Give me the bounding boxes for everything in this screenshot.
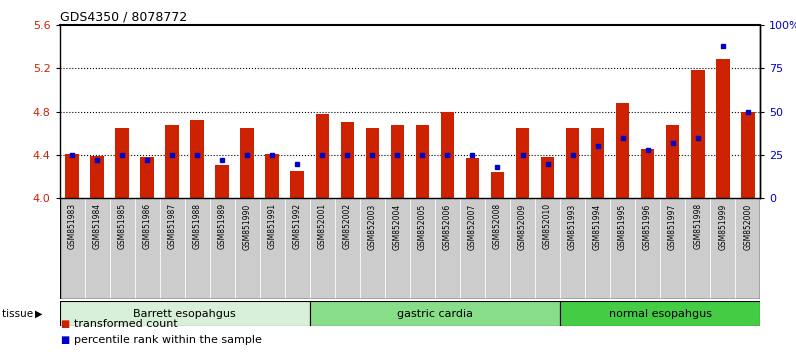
Text: GSM851999: GSM851999 bbox=[718, 203, 728, 250]
Bar bbox=[84, 198, 110, 299]
Bar bbox=[641, 149, 654, 198]
Bar bbox=[60, 301, 310, 326]
Text: GSM852009: GSM852009 bbox=[518, 203, 527, 250]
Bar bbox=[591, 128, 604, 198]
Bar bbox=[490, 172, 505, 198]
Bar bbox=[259, 198, 285, 299]
Text: Barrett esopahgus: Barrett esopahgus bbox=[134, 309, 236, 319]
Text: GSM852007: GSM852007 bbox=[468, 203, 477, 250]
Text: GSM851990: GSM851990 bbox=[243, 203, 252, 250]
Bar bbox=[315, 114, 330, 198]
Bar bbox=[115, 128, 129, 198]
Bar bbox=[460, 198, 485, 299]
Bar bbox=[140, 157, 154, 198]
Bar bbox=[665, 125, 680, 198]
Text: GSM851983: GSM851983 bbox=[68, 203, 76, 250]
Text: gastric cardia: gastric cardia bbox=[397, 309, 473, 319]
Bar bbox=[335, 198, 360, 299]
Text: ■: ■ bbox=[60, 319, 69, 329]
Text: GSM851987: GSM851987 bbox=[168, 203, 177, 250]
Bar bbox=[485, 198, 510, 299]
Bar bbox=[736, 198, 760, 299]
Text: GSM852005: GSM852005 bbox=[418, 203, 427, 250]
Text: ■: ■ bbox=[60, 335, 69, 345]
Text: GSM852006: GSM852006 bbox=[443, 203, 452, 250]
Text: GSM851994: GSM851994 bbox=[593, 203, 602, 250]
Text: GSM851997: GSM851997 bbox=[668, 203, 677, 250]
Bar bbox=[615, 103, 630, 198]
Text: normal esopahgus: normal esopahgus bbox=[609, 309, 712, 319]
Bar bbox=[741, 112, 755, 198]
Bar bbox=[466, 158, 479, 198]
Text: GSM851995: GSM851995 bbox=[618, 203, 627, 250]
Bar bbox=[160, 198, 185, 299]
Bar bbox=[535, 198, 560, 299]
Text: GSM851988: GSM851988 bbox=[193, 203, 202, 249]
Bar bbox=[435, 198, 460, 299]
Bar bbox=[440, 112, 455, 198]
Bar bbox=[510, 198, 535, 299]
Bar bbox=[410, 198, 435, 299]
Text: percentile rank within the sample: percentile rank within the sample bbox=[74, 335, 262, 345]
Text: transformed count: transformed count bbox=[74, 319, 178, 329]
Text: GSM852003: GSM852003 bbox=[368, 203, 377, 250]
Bar bbox=[210, 198, 235, 299]
Text: GSM851984: GSM851984 bbox=[92, 203, 102, 250]
Bar bbox=[360, 198, 385, 299]
Bar bbox=[110, 198, 135, 299]
Bar bbox=[135, 198, 160, 299]
Bar bbox=[610, 198, 635, 299]
Text: GSM852002: GSM852002 bbox=[343, 203, 352, 250]
Bar bbox=[216, 165, 229, 198]
Bar bbox=[710, 198, 736, 299]
Text: ▶: ▶ bbox=[35, 309, 42, 319]
Bar bbox=[185, 198, 210, 299]
Bar bbox=[635, 198, 660, 299]
Bar bbox=[291, 171, 304, 198]
Bar bbox=[365, 128, 379, 198]
Bar bbox=[566, 128, 579, 198]
Bar bbox=[310, 198, 335, 299]
Text: GSM851991: GSM851991 bbox=[267, 203, 277, 250]
Text: GSM851998: GSM851998 bbox=[693, 203, 702, 250]
Bar bbox=[190, 120, 204, 198]
Text: GDS4350 / 8078772: GDS4350 / 8078772 bbox=[60, 11, 187, 24]
Text: GSM851989: GSM851989 bbox=[218, 203, 227, 250]
Bar bbox=[341, 122, 354, 198]
Bar bbox=[416, 125, 429, 198]
Text: GSM851986: GSM851986 bbox=[142, 203, 152, 250]
Bar bbox=[385, 198, 410, 299]
Bar bbox=[90, 156, 104, 198]
Bar bbox=[285, 198, 310, 299]
Bar bbox=[540, 157, 554, 198]
Bar bbox=[391, 125, 404, 198]
Bar bbox=[60, 198, 84, 299]
Bar bbox=[585, 198, 610, 299]
Bar bbox=[235, 198, 259, 299]
Text: GSM852001: GSM852001 bbox=[318, 203, 327, 250]
Text: GSM851993: GSM851993 bbox=[568, 203, 577, 250]
Bar bbox=[240, 128, 254, 198]
Bar bbox=[660, 198, 685, 299]
Bar bbox=[560, 301, 760, 326]
Text: GSM852008: GSM852008 bbox=[493, 203, 502, 250]
Bar bbox=[65, 154, 79, 198]
Bar bbox=[265, 154, 279, 198]
Text: GSM852000: GSM852000 bbox=[743, 203, 752, 250]
Bar bbox=[516, 128, 529, 198]
Bar bbox=[716, 59, 729, 198]
Text: GSM851992: GSM851992 bbox=[293, 203, 302, 250]
Text: tissue: tissue bbox=[2, 309, 36, 319]
Text: GSM851985: GSM851985 bbox=[118, 203, 127, 250]
Bar bbox=[166, 125, 179, 198]
Bar bbox=[691, 70, 704, 198]
Text: GSM852004: GSM852004 bbox=[393, 203, 402, 250]
Bar bbox=[310, 301, 560, 326]
Bar bbox=[685, 198, 710, 299]
Text: GSM852010: GSM852010 bbox=[543, 203, 552, 250]
Text: GSM851996: GSM851996 bbox=[643, 203, 652, 250]
Bar bbox=[560, 198, 585, 299]
